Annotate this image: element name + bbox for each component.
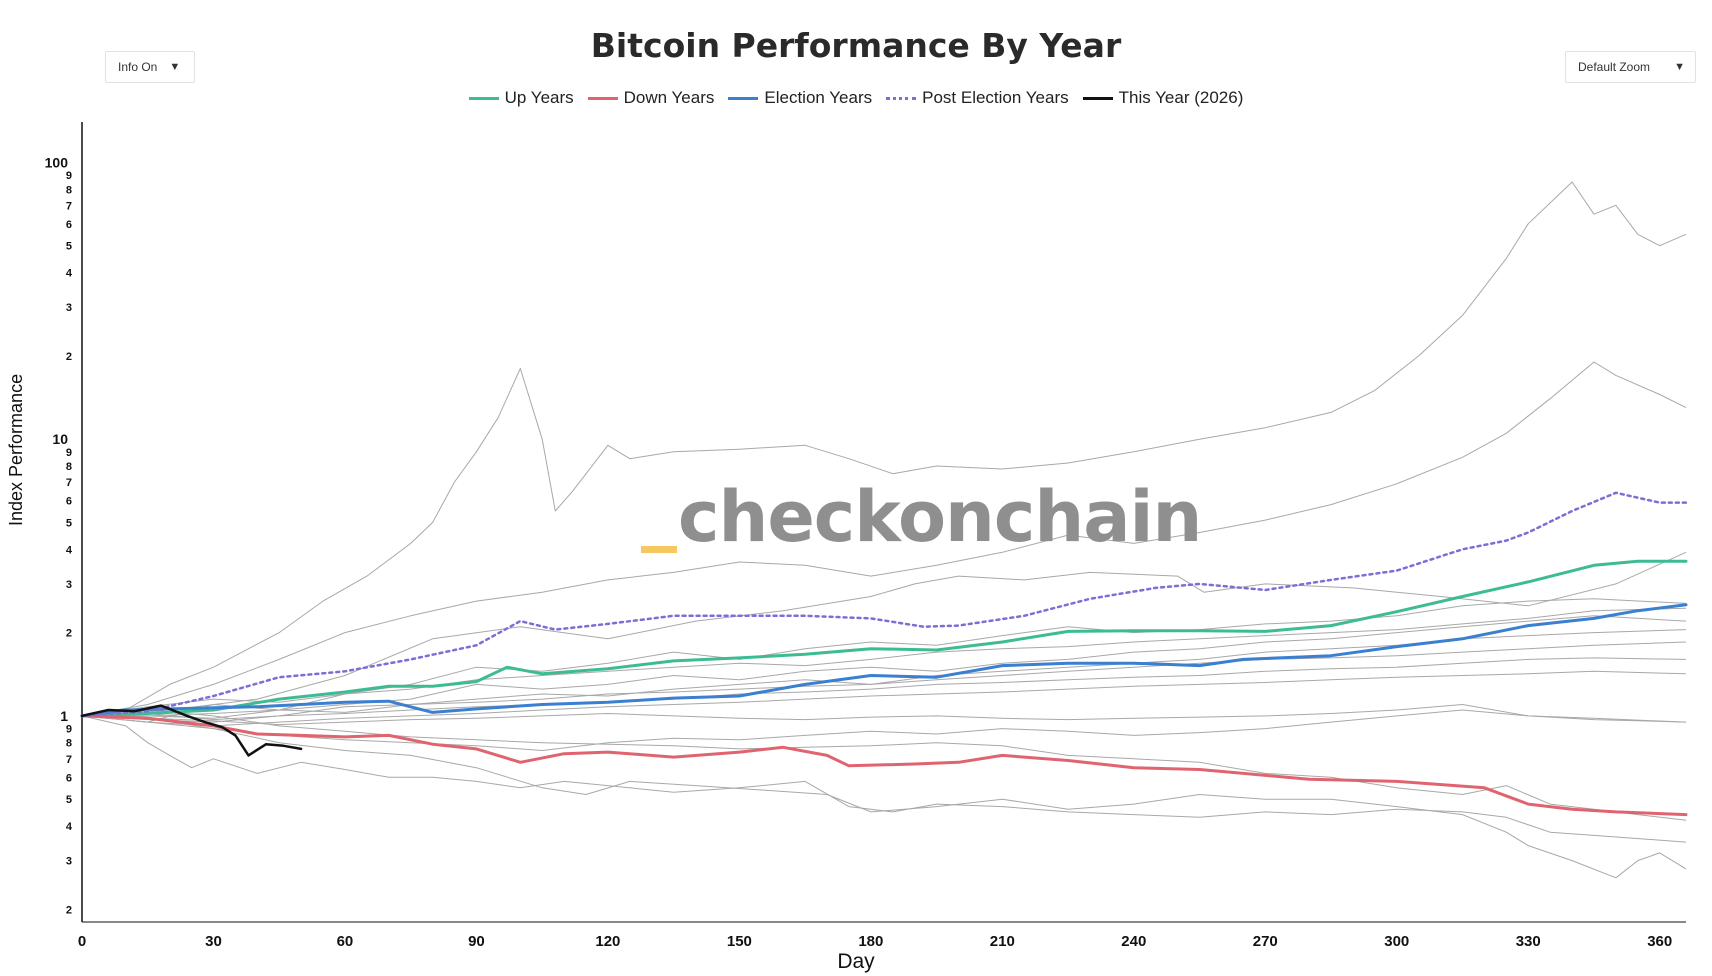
legend-item-election-years[interactable]: Election Years bbox=[728, 88, 872, 108]
x-tick-label: 120 bbox=[595, 933, 620, 950]
x-tick-label: 270 bbox=[1253, 933, 1278, 950]
background-year-lines bbox=[81, 181, 1687, 879]
background-year-line bbox=[81, 181, 1687, 717]
legend-label: Election Years bbox=[764, 88, 873, 107]
x-tick-label: 60 bbox=[337, 933, 354, 950]
legend-swatch bbox=[1082, 96, 1113, 100]
background-year-line bbox=[81, 361, 1687, 717]
background-year-line bbox=[81, 704, 1687, 726]
background-year-line bbox=[81, 670, 1687, 727]
y-tick-label-minor: 2 bbox=[66, 628, 72, 640]
background-year-line bbox=[81, 715, 1687, 879]
background-year-line bbox=[82, 641, 1687, 717]
x-tick-label: 330 bbox=[1516, 933, 1541, 950]
background-year-line bbox=[81, 607, 1687, 717]
y-tick-label-minor: 9 bbox=[66, 447, 72, 459]
y-tick-label-minor: 9 bbox=[66, 724, 72, 736]
y-tick-label-minor: 5 bbox=[66, 794, 72, 806]
y-tick-label-minor: 9 bbox=[66, 170, 72, 182]
x-tick-label: 90 bbox=[468, 933, 485, 950]
series-line-this-year-2026 bbox=[80, 704, 303, 757]
x-tick-label: 30 bbox=[205, 933, 222, 950]
y-tick-label-minor: 5 bbox=[66, 517, 72, 529]
y-tick-label-minor: 3 bbox=[66, 856, 72, 868]
legend-item-up-years[interactable]: Up Years bbox=[468, 88, 574, 108]
watermark-accent-bar bbox=[641, 546, 677, 553]
chevron-down-icon: ▼ bbox=[1674, 61, 1685, 73]
legend-swatch bbox=[587, 96, 618, 100]
y-tick-label-major: 100 bbox=[45, 154, 69, 170]
x-tick-label: 150 bbox=[727, 933, 752, 950]
legend-label: This Year (2026) bbox=[1118, 88, 1244, 107]
y-tick-label-minor: 2 bbox=[66, 351, 72, 363]
y-tick-label-minor: 3 bbox=[66, 579, 72, 591]
chart-title: Bitcoin Performance By Year bbox=[590, 26, 1122, 65]
series-line-election-years bbox=[80, 603, 1688, 718]
series-line-up-years bbox=[80, 559, 1688, 718]
y-tick-label-minor: 7 bbox=[66, 754, 72, 766]
x-tick-label: 240 bbox=[1121, 933, 1146, 950]
y-tick-label-minor: 8 bbox=[66, 738, 72, 750]
x-tick-label: 180 bbox=[858, 933, 883, 950]
y-tick-label-minor: 6 bbox=[66, 496, 72, 508]
legend-swatch bbox=[728, 96, 759, 100]
y-tick-label-major: 1 bbox=[60, 708, 68, 724]
series-line-post-election-years bbox=[80, 491, 1688, 718]
x-tick-label: 300 bbox=[1384, 933, 1409, 950]
watermark: checkonchain bbox=[678, 476, 1202, 558]
y-tick-label-minor: 6 bbox=[66, 772, 72, 784]
y-tick-label-minor: 6 bbox=[66, 219, 72, 231]
x-tick-label: 360 bbox=[1647, 933, 1672, 950]
y-tick-label-minor: 4 bbox=[66, 821, 73, 833]
legend-item-this-year-2026[interactable]: This Year (2026) bbox=[1082, 88, 1244, 108]
y-tick-label-minor: 8 bbox=[66, 184, 72, 196]
legend-item-down-years[interactable]: Down Years bbox=[587, 88, 715, 108]
y-axis-label: Index Performance bbox=[6, 373, 26, 526]
y-tick-label-minor: 3 bbox=[66, 302, 72, 314]
zoom-label: Default Zoom bbox=[1578, 60, 1651, 74]
background-year-line bbox=[81, 551, 1687, 717]
y-tick-label-minor: 8 bbox=[66, 461, 72, 473]
y-tick-label-minor: 7 bbox=[66, 477, 72, 489]
info-toggle-dropdown[interactable]: Info On ▼ bbox=[105, 51, 195, 83]
legend-label: Up Years bbox=[504, 88, 574, 107]
y-tick-label-minor: 7 bbox=[66, 200, 72, 212]
legend: Up Years Down Years Election Years Post Ele… bbox=[0, 88, 1712, 108]
legend-label: Post Election Years bbox=[922, 88, 1069, 107]
series-line-down-years bbox=[80, 714, 1688, 817]
info-toggle-label: Info On bbox=[118, 60, 158, 74]
tick-labels: 0 30 60 90 120 150 180 210 240 270 300 330 360 1 10 100… bbox=[45, 154, 1673, 950]
background-year-line bbox=[81, 657, 1687, 723]
chevron-down-icon: ▼ bbox=[169, 61, 181, 73]
legend-swatch bbox=[468, 96, 499, 100]
legend-swatch bbox=[886, 96, 917, 100]
y-tick-label-minor: 4 bbox=[66, 544, 73, 556]
axes bbox=[81, 122, 1686, 923]
y-tick-label-minor: 5 bbox=[66, 241, 72, 253]
background-year-line bbox=[81, 709, 1687, 751]
background-year-line bbox=[81, 709, 1687, 821]
x-axis-label: Day bbox=[837, 950, 875, 973]
x-tick-label: 0 bbox=[78, 933, 86, 950]
x-tick-label: 210 bbox=[990, 933, 1015, 950]
highlight-series-lines bbox=[80, 491, 1688, 817]
legend-label: Down Years bbox=[623, 88, 715, 107]
background-year-line bbox=[82, 615, 1687, 719]
background-year-line bbox=[81, 715, 1687, 843]
legend-item-post-election-years[interactable]: Post Election Years bbox=[886, 88, 1069, 108]
zoom-dropdown[interactable]: Default Zoom ▼ bbox=[1565, 51, 1696, 83]
y-tick-label-minor: 4 bbox=[66, 268, 73, 280]
y-tick-label-minor: 2 bbox=[66, 904, 72, 916]
y-tick-label-major: 10 bbox=[52, 431, 68, 447]
